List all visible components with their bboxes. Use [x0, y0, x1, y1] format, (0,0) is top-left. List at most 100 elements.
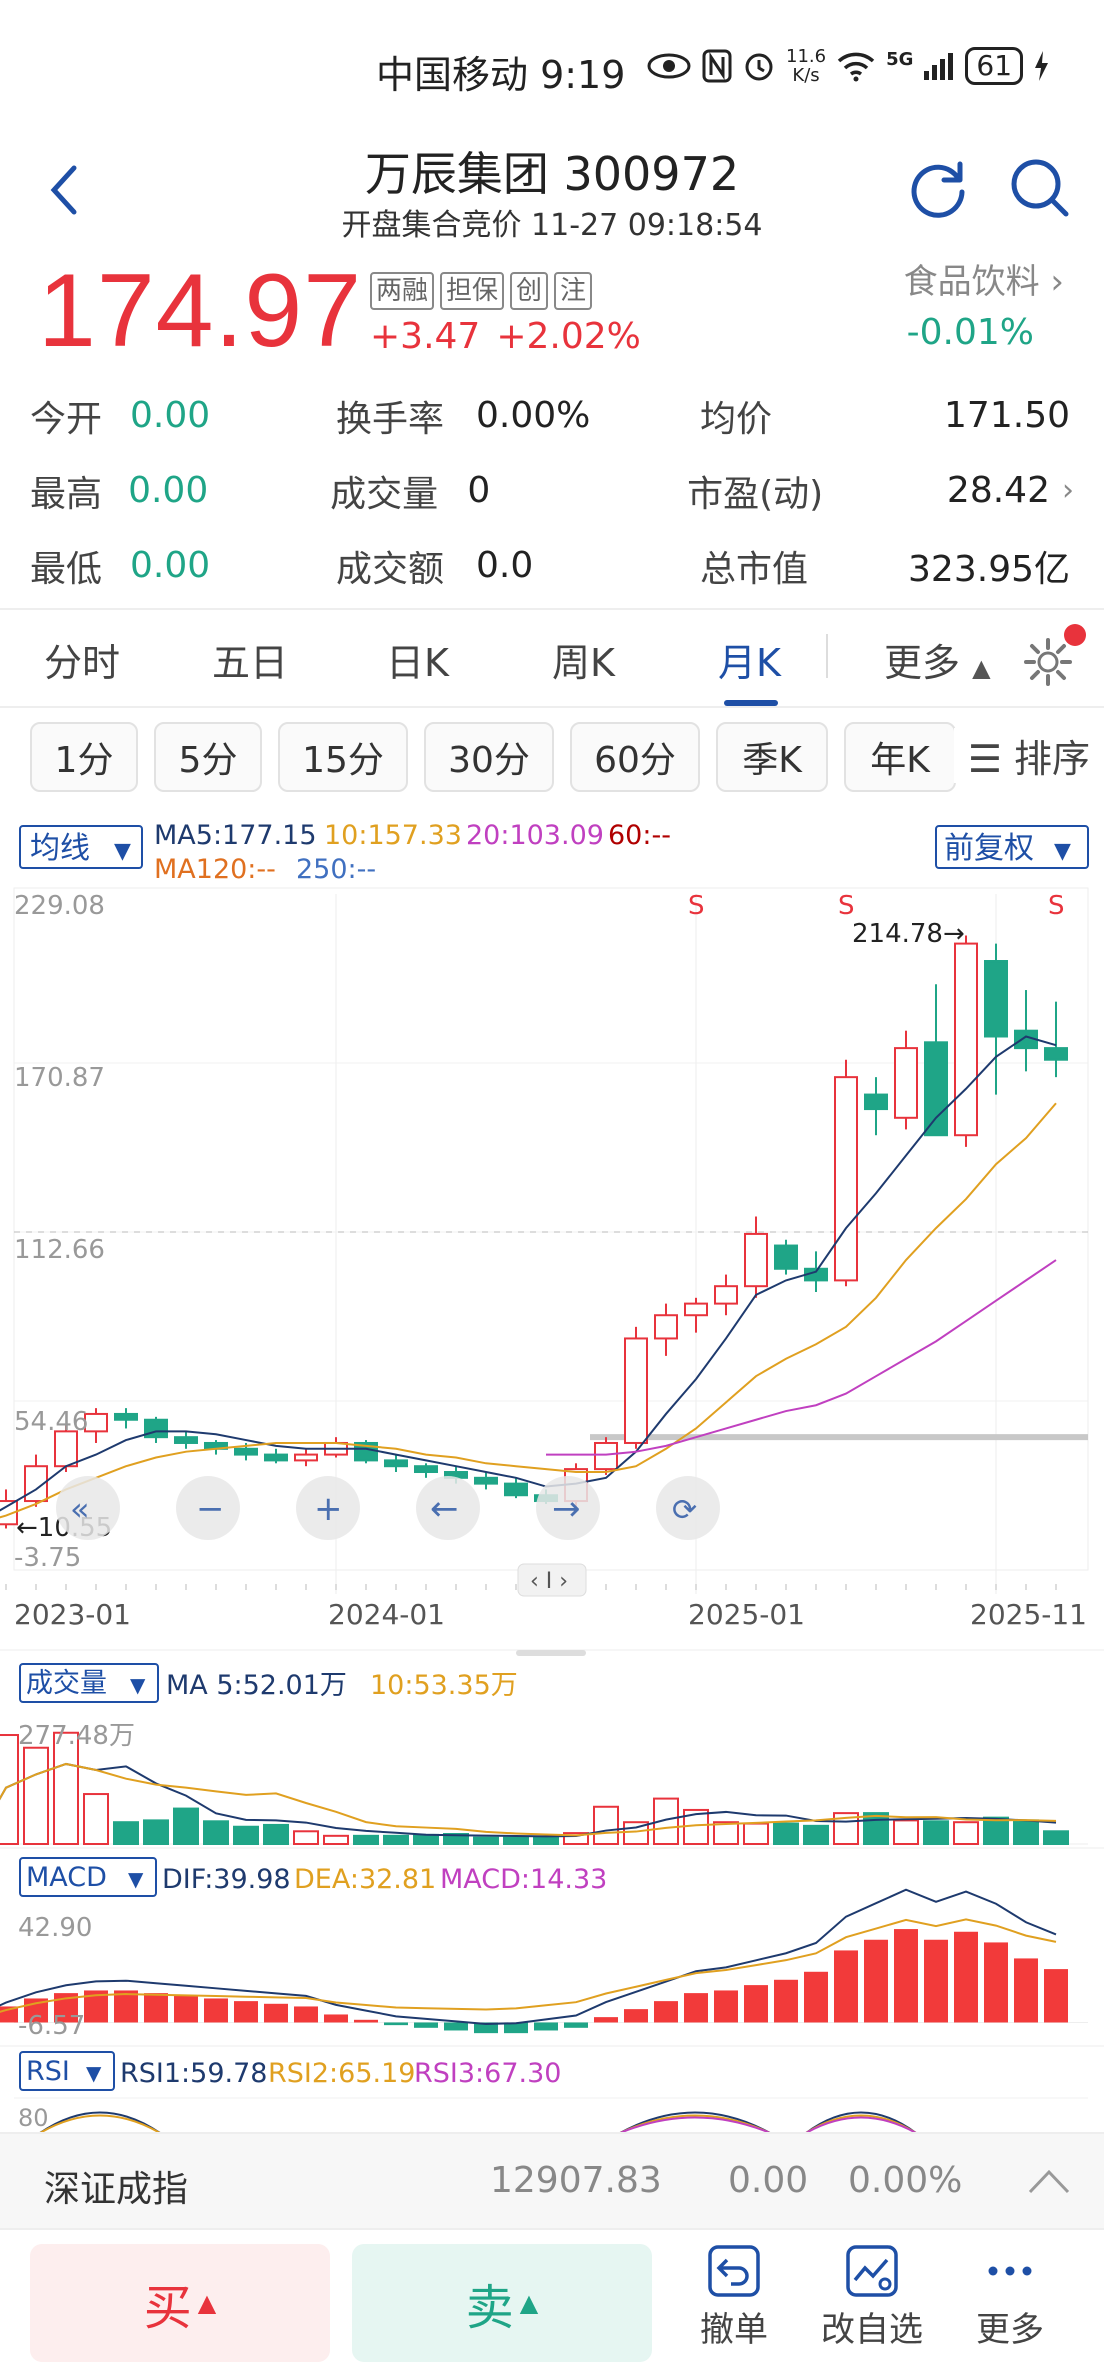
tab-five-day[interactable]: 五日: [212, 641, 289, 685]
period-5min[interactable]: 5分: [154, 722, 262, 792]
volume-bar: [293, 1830, 319, 1846]
tag-gem-board[interactable]: 创: [510, 272, 549, 310]
candle-body: [834, 1076, 858, 1282]
volume-bar: [143, 1819, 169, 1846]
chevron-up-icon[interactable]: [1026, 2162, 1072, 2198]
volume-bar: [893, 1819, 919, 1846]
candle-body: [654, 1314, 678, 1340]
caret-up-icon: ▲: [197, 2289, 217, 2317]
tab-monthly-k[interactable]: 月K: [718, 641, 781, 685]
sector-link[interactable]: 食品饮料 ›: [904, 254, 1064, 303]
more-button[interactable]: 更多: [950, 2244, 1070, 2351]
period-1min[interactable]: 1分: [30, 722, 138, 792]
tab-more[interactable]: 更多 ▲: [884, 641, 991, 685]
search-icon[interactable]: [1006, 154, 1072, 220]
stat-value: 171.50: [944, 395, 1070, 436]
alarm-icon: [745, 53, 773, 81]
tag-registration[interactable]: 注: [554, 272, 593, 310]
scroll-left-button[interactable]: «: [56, 1476, 120, 1540]
ma20-line: [546, 1259, 1057, 1456]
stat-label: 最低: [30, 548, 103, 590]
macd-bar: [594, 2017, 618, 2023]
period-30min[interactable]: 30分: [424, 722, 554, 792]
rsi-panel: [14, 2097, 1088, 2133]
period-quarterly[interactable]: 季K: [716, 722, 828, 792]
volume-bar: [743, 1822, 769, 1846]
divider-handle[interactable]: [516, 1650, 586, 1656]
menu-icon: ☰: [967, 737, 1002, 781]
auction-status: 开盘集合竞价 11-27 09:18:54: [341, 208, 763, 243]
zoom-out-button[interactable]: −: [176, 1476, 240, 1540]
volume-bar: [773, 1822, 799, 1846]
edit-watchlist-icon: [846, 2245, 898, 2297]
tag-margin[interactable]: 两融: [370, 272, 435, 310]
sell-button[interactable]: 卖 ▲: [352, 2244, 652, 2362]
volume-bar: [263, 1823, 289, 1845]
macd-bar: [534, 2022, 558, 2031]
period-yearly[interactable]: 年K: [844, 722, 956, 792]
index-ticker[interactable]: 深证成指 12907.83 0.00 0.00%: [0, 2132, 1104, 2228]
x-axis-label: 2024-01: [328, 1598, 445, 1631]
move-left-button[interactable]: ←: [416, 1476, 480, 1540]
caret-down-icon: ▼: [1054, 839, 1071, 864]
caret-up-icon: ▲: [972, 654, 991, 682]
svg-text:+: +: [314, 1489, 343, 1529]
ma-selector[interactable]: [19, 825, 143, 869]
kline-chart[interactable]: 均线 ▼ MA5:177.15 10:157.33 20:103.09 60:-…: [0, 808, 1104, 2133]
signal-icon: [924, 53, 954, 80]
macd-dea: DEA:32.81: [294, 1864, 436, 1895]
buy-button[interactable]: 买 ▲: [30, 2244, 330, 2362]
chevron-right-icon[interactable]: ›: [1061, 473, 1074, 508]
macd-selector[interactable]: [19, 1857, 157, 1897]
gear-icon[interactable]: [1022, 636, 1074, 688]
candle-body: [264, 1453, 288, 1462]
macd-bar: [324, 2014, 348, 2023]
rsi-selector[interactable]: [19, 2051, 115, 2091]
volume-ma5: MA 5:52.01万: [166, 1670, 347, 1701]
stat-value: 0: [467, 470, 491, 511]
tab-daily-k[interactable]: 日K: [386, 641, 449, 685]
chart-controls: « − + ← → ⟳: [56, 1476, 720, 1540]
sell-signal-marker: S: [838, 891, 855, 921]
battery-level: 61: [965, 47, 1024, 85]
refresh-icon[interactable]: [906, 156, 970, 220]
tab-intraday[interactable]: 分时: [44, 641, 121, 685]
tag-collateral[interactable]: 担保: [440, 272, 505, 310]
zoom-in-button[interactable]: +: [296, 1476, 360, 1540]
macd-bar: [564, 2022, 588, 2028]
period-60min[interactable]: 60分: [570, 722, 700, 792]
stat-label: 总市值: [700, 548, 809, 590]
volume-bar: [1043, 1830, 1069, 1846]
back-icon[interactable]: [40, 160, 90, 220]
cancel-order-button[interactable]: 撤单: [674, 2244, 794, 2351]
period-15min[interactable]: 15分: [278, 722, 408, 792]
macd-bar: [654, 2001, 678, 2023]
panel-resize-handle[interactable]: ‹ I ›: [517, 1563, 587, 1597]
volume-ma5-line: [0, 1762, 1057, 1838]
rsi2-value: RSI2:65.19: [268, 2058, 415, 2089]
sort-button[interactable]: ☰ 排序: [953, 728, 1090, 783]
macd-bar: [294, 2006, 318, 2023]
tab-weekly-k[interactable]: 周K: [552, 641, 615, 685]
change-value: +3.47: [370, 316, 481, 357]
volume-ma10-line: [0, 1762, 1057, 1837]
move-right-button[interactable]: →: [536, 1476, 600, 1540]
macd-bar: [504, 2022, 528, 2034]
candle-body: [714, 1285, 738, 1305]
volume-bar: [53, 1731, 79, 1845]
volume-selector[interactable]: [19, 1663, 159, 1703]
ma60-value: 60:--: [608, 820, 671, 851]
stat-label: 成交量: [330, 473, 439, 515]
y-axis-label: -3.75: [14, 1543, 81, 1573]
volume-bar: [983, 1816, 1009, 1845]
edit-watchlist-button[interactable]: 改自选: [812, 2244, 932, 2351]
stat-label: 最高: [30, 473, 103, 515]
candle-body: [594, 1441, 618, 1471]
macd-bar: [684, 1993, 708, 2023]
adjust-selector[interactable]: [935, 825, 1089, 869]
macd-bar: [1014, 1958, 1038, 2023]
volume-bar: [233, 1825, 259, 1845]
volume-bar: [863, 1812, 889, 1845]
rotate-button[interactable]: ⟳: [656, 1476, 720, 1540]
